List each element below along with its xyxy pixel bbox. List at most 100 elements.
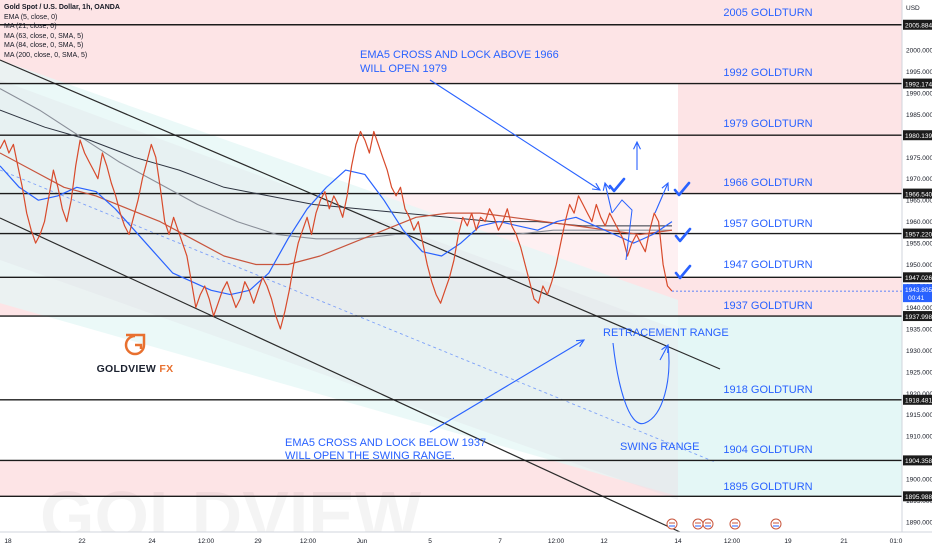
arrow-zig-2-head <box>661 181 669 192</box>
last-price-countdown: 00:41 <box>908 295 925 302</box>
price-tick-label: 1965.000 <box>906 198 932 205</box>
level-badge <box>903 272 932 283</box>
level-badge-label: 1980.139 <box>905 133 932 140</box>
time-tick-label: 29 <box>254 538 262 545</box>
time-tick-label: 12:00 <box>198 538 215 545</box>
arrow-top-note <box>429 79 601 191</box>
goldview-logo-icon <box>124 333 146 356</box>
annotation-note-top-line1: EMA5 CROSS AND LOCK ABOVE 1966 <box>360 49 559 61</box>
level-badge-label: 1904.358 <box>905 458 932 465</box>
channel-lower-line <box>0 217 681 533</box>
arrow-swing-end-head <box>661 343 669 354</box>
time-tick-label: 12:00 <box>548 538 565 545</box>
level-name-label: 1918 GOLDTURN <box>723 384 812 396</box>
annotation-retracement-range: RETRACEMENT RANGE <box>603 327 729 339</box>
price-tick-label: 1940.000 <box>906 305 932 312</box>
price-tick-label: 1925.000 <box>906 369 932 376</box>
level-badge-label: 1992.174 <box>905 81 932 88</box>
legend-ema5[interactable]: EMA (5, close, 0) <box>4 13 58 21</box>
arrow-zig-1-head <box>602 181 611 191</box>
price-tick-label: 1920.000 <box>906 391 932 398</box>
price-tick-label: 1990.000 <box>906 90 932 97</box>
price-tick-label: 1930.000 <box>906 348 932 355</box>
us-flag-icon <box>692 518 704 530</box>
level-badge <box>903 394 932 405</box>
arrow-bottom-note-head <box>575 339 586 347</box>
level-badge <box>903 19 932 30</box>
zone-red-top <box>0 0 678 84</box>
level-badge <box>903 455 932 466</box>
time-tick-label: 5 <box>428 538 432 545</box>
annotation-note-bottom-line1: EMA5 CROSS AND LOCK BELOW 1937 <box>285 437 486 449</box>
level-badge-label: 1918.481 <box>905 398 932 405</box>
level-badge <box>903 311 932 322</box>
annotations <box>429 79 692 433</box>
time-tick-label: 12:00 <box>724 538 741 545</box>
channel-upper-line <box>0 59 721 370</box>
price-axis-currency: USD <box>906 5 920 12</box>
legend-ma63[interactable]: MA (63, close, 0, SMA, 5) <box>4 32 84 40</box>
level-lines <box>0 24 902 498</box>
legend-ma200[interactable]: MA (200, close, 0, SMA, 5) <box>4 51 88 59</box>
price-tick-label: 1995.000 <box>906 69 932 76</box>
price-axis: USD1890.0001895.0001900.0001905.0001910.… <box>672 0 932 550</box>
us-flag-icon <box>702 518 714 530</box>
last-price-badge <box>903 284 932 303</box>
us-flag-icon <box>770 518 782 530</box>
price-tick-label: 2000.000 <box>906 48 932 55</box>
level-name-label: 1947 GOLDTURN <box>723 259 812 271</box>
price-tick-label: 1910.000 <box>906 434 932 441</box>
price-tick-label: 1895.000 <box>906 498 932 505</box>
level-badge-label: 1966.540 <box>905 191 932 198</box>
check-mark-icon <box>674 264 692 280</box>
series-ma84 <box>0 88 672 240</box>
brand-watermark: GOLDVIEW FX <box>95 333 175 375</box>
annotation-swing-range: SWING RANGE <box>620 441 699 453</box>
level-badge <box>903 491 932 502</box>
time-tick-label: 22 <box>78 538 86 545</box>
brand-name-main: GOLDVIEW <box>96 363 160 375</box>
legend-ma21[interactable]: MA (21, close, 0) <box>4 23 57 31</box>
brand-name-accent: FX <box>159 363 174 375</box>
arrow-zig-2 <box>654 182 669 214</box>
price-tick-label: 1950.000 <box>906 262 932 269</box>
level-badge <box>903 188 932 199</box>
legend-ma84[interactable]: MA (84, close, 0, SMA, 5) <box>4 42 84 50</box>
level-badge-label: 1895.988 <box>905 494 932 501</box>
check-mark-icon <box>674 227 692 243</box>
brand-name: GOLDVIEW FX <box>95 363 175 375</box>
us-flag-icon <box>729 518 741 530</box>
series-ma21 <box>0 165 673 296</box>
zone-grey-channel <box>0 80 678 500</box>
time-tick-label: 24 <box>148 538 156 545</box>
time-tick-label: 19 <box>784 538 792 545</box>
arrow-bottom-note <box>429 339 585 433</box>
time-tick-label: 7 <box>498 538 502 545</box>
time-tick-label: Jun <box>357 538 368 545</box>
level-name-label: 1992 GOLDTURN <box>723 67 812 79</box>
time-tick-label: 12 <box>600 538 608 545</box>
price-tick-label: 1985.000 <box>906 112 932 119</box>
time-tick-label: 01:0 <box>890 538 903 545</box>
legend-symbol[interactable]: Gold Spot / U.S. Dollar, 1h, OANDA <box>4 4 120 11</box>
price-tick-label: 1890.000 <box>906 520 932 527</box>
time-axis-bg <box>0 532 932 550</box>
check-mark-icon <box>673 181 691 197</box>
level-name-label: 1937 GOLDTURN <box>723 300 812 312</box>
swing-curve <box>612 342 670 425</box>
annotation-note-bottom-line2: WILL OPEN THE SWING RANGE. <box>285 450 455 462</box>
last-price-label: 1943.805 <box>905 287 932 294</box>
zone-cyan-future <box>678 316 902 497</box>
price-tick-label: 1935.000 <box>906 326 932 333</box>
level-badge-label: 1947.026 <box>905 275 932 282</box>
level-badge <box>903 228 932 239</box>
zone-cyan-channel <box>0 60 678 497</box>
price-tick-label: 1975.000 <box>906 155 932 162</box>
check-mark-icon <box>608 177 626 193</box>
annotation-note-top-line2: WILL OPEN 1979 <box>360 63 447 75</box>
series-price <box>0 130 673 330</box>
level-badge-label: 2005.884 <box>905 23 932 30</box>
price-tick-label: 1955.000 <box>906 241 932 248</box>
